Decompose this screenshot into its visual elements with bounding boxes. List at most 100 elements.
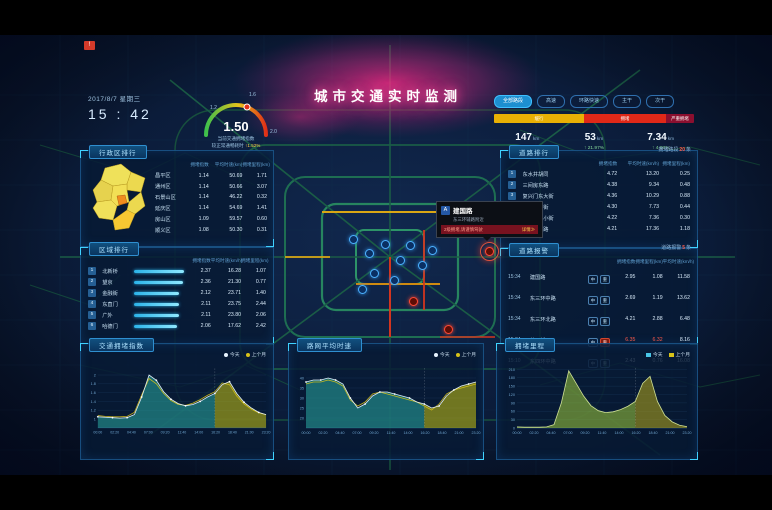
time-label: 15 : 42 xyxy=(88,106,152,122)
alert-row-name[interactable]: 东三环中路 xyxy=(529,295,556,302)
road-note-prefix: 拥堵路段 xyxy=(658,147,679,153)
legend-today: 今天 xyxy=(645,351,663,358)
rank-badge: 3 xyxy=(88,289,96,297)
road-row-name[interactable]: 三间房东路 xyxy=(522,182,549,189)
congestion-seg-缓行: 缓行 xyxy=(494,114,584,123)
tooltip-more-link[interactable]: 详情≫ xyxy=(521,226,535,232)
congestion-stat-2: 7.34km ↑ 4.08% xyxy=(627,127,694,151)
chart0-title[interactable]: 交通拥堵指数 xyxy=(89,338,154,352)
area-row-name[interactable]: 广外 xyxy=(102,312,113,319)
road-cell: 0.30 xyxy=(679,215,690,221)
chart1-title[interactable]: 路网平均时速 xyxy=(297,338,362,352)
svg-text:02:20: 02:20 xyxy=(530,431,539,435)
congestion-seg-拥堵: 拥堵 xyxy=(584,114,666,123)
legend-today: 今天 xyxy=(433,351,450,358)
panel-road-title[interactable]: 道路排行 xyxy=(509,145,559,159)
stat-value: 53 xyxy=(584,132,596,143)
svg-text:02:20: 02:20 xyxy=(110,431,119,435)
stat-unit: km xyxy=(596,137,604,142)
svg-text:180: 180 xyxy=(509,376,515,380)
map-pin-blue[interactable] xyxy=(381,240,390,249)
area-row-name[interactable]: 哈德门 xyxy=(102,323,118,330)
chart2-title[interactable]: 拥堵里程 xyxy=(505,338,555,352)
legend-today: 今天 xyxy=(223,351,240,358)
filter-button-全部路段[interactable]: 全部路段 xyxy=(494,95,533,108)
alert-pulse-ring xyxy=(480,242,499,261)
map-pin-blue[interactable] xyxy=(365,249,374,258)
congestion-seg-label: 缓行 xyxy=(534,116,544,121)
congestion-index-chart[interactable]: 2 1.8 1.6 1.4 1.2 1 00:00 02:20 04:40 07:00 09:20 1… xyxy=(83,362,271,454)
road-row-name[interactable]: 复兴门东大街 xyxy=(522,193,554,200)
road-row-name[interactable]: 东水井胡同 xyxy=(522,171,549,178)
chart2-legend: 今天 上个月 xyxy=(645,351,690,358)
map-pin-blue[interactable] xyxy=(349,235,358,244)
road-tooltip[interactable]: A 建国路 东三环辅路附近 2级拥堵,请谨慎驾驶 详情≫ xyxy=(436,201,543,241)
area-row-name[interactable]: 金融街 xyxy=(102,290,118,297)
level-badge: 重 xyxy=(599,296,610,305)
district-cell: 50.30 xyxy=(229,227,243,234)
alert-cell: 13.62 xyxy=(676,295,690,301)
filter-button-高速[interactable]: 高速 xyxy=(537,95,566,108)
svg-text:0: 0 xyxy=(513,426,515,430)
district-row-name[interactable]: 顺义区 xyxy=(155,227,171,234)
road-cell: 4.72 xyxy=(607,171,618,177)
map-pin-red-alert[interactable] xyxy=(409,297,418,306)
road-cell: 4.30 xyxy=(607,204,618,210)
road-panel-note: 拥堵路段20条 xyxy=(658,146,691,153)
beijing-choropleth-map[interactable] xyxy=(87,162,151,234)
svg-text:18:40: 18:40 xyxy=(438,431,447,435)
area-row-name[interactable]: 北新桥 xyxy=(102,268,118,275)
svg-text:14:00: 14:00 xyxy=(404,431,413,435)
alert-panel-note: 道路报警5条 xyxy=(661,244,691,251)
area-bar-wrap xyxy=(134,280,184,284)
map-pin-blue[interactable] xyxy=(418,261,427,270)
district-row-name[interactable]: 石景山区 xyxy=(155,194,176,201)
map-pin-blue[interactable] xyxy=(358,285,367,294)
district-row-name[interactable]: 通州区 xyxy=(155,184,171,191)
alert-header: 平均时速(km/h) xyxy=(662,259,695,264)
map-pin-blue[interactable] xyxy=(428,246,437,255)
alert-cell: 1.08 xyxy=(652,274,663,280)
map-pin-red-alert[interactable] xyxy=(444,325,453,334)
svg-text:00:00: 00:00 xyxy=(513,431,522,435)
panel-area-title[interactable]: 区域排行 xyxy=(89,242,139,256)
district-cell: 1.14 xyxy=(198,194,209,201)
road-cell: 13.20 xyxy=(646,171,660,177)
road-cell: 7.73 xyxy=(648,204,660,210)
alert-row-name[interactable]: 东三环北路 xyxy=(529,316,556,323)
alert-cell: 8.16 xyxy=(679,337,690,343)
filter-button-次干[interactable]: 次干 xyxy=(646,95,675,108)
map-pin-blue[interactable] xyxy=(406,241,415,250)
svg-text:2: 2 xyxy=(94,373,96,377)
filter-button-环路快速[interactable]: 环路快速 xyxy=(570,95,609,108)
panel-district-title[interactable]: 行政区排行 xyxy=(89,145,147,159)
gauge-caption: 当前交通拥堵指数 xyxy=(217,136,255,141)
alert-header: 拥堵指数 xyxy=(616,259,636,264)
area-bar xyxy=(134,269,185,273)
city-map[interactable]: ! 2017/8/7 星期三 15 : 42 1.2 1.6 2.0 1.50 … xyxy=(0,35,772,475)
congested-mileage-chart[interactable]: 210 180 150 120 90 60 30 000:00 02:20 04:40 07:00 0… xyxy=(499,362,695,454)
area-cell: 1.40 xyxy=(255,290,266,296)
filter-button-主干[interactable]: 主干 xyxy=(613,95,642,108)
alert-flag-icon[interactable]: ! xyxy=(84,41,95,50)
congestion-seg-label: 严重拥堵 xyxy=(671,116,689,121)
area-row-name[interactable]: 望京 xyxy=(102,279,113,286)
stat-value: 7.34 xyxy=(647,132,667,143)
area-row-name[interactable]: 东直门 xyxy=(102,301,118,308)
district-row-name[interactable]: 延庆区 xyxy=(155,205,171,212)
alert-row-name[interactable]: 建国路 xyxy=(529,274,546,281)
average-speed-chart[interactable]: 40 35 30 25 20 00:00 02:20 04:40 07:00 09:20 11:40… xyxy=(291,362,481,454)
svg-text:40: 40 xyxy=(300,376,304,380)
alert-row-time: 15:34 xyxy=(508,316,521,322)
map-pin-blue[interactable] xyxy=(396,256,405,265)
panel-congestion-index-chart: 交通拥堵指数 今天 上个月 2 1.8 1.6 1.4 1.2 1 00:00 02:20 04… xyxy=(80,338,274,460)
district-row-name[interactable]: 昌平区 xyxy=(155,173,171,180)
map-pin-blue[interactable] xyxy=(370,269,379,278)
svg-text:14:00: 14:00 xyxy=(615,431,624,435)
map-pin-blue[interactable] xyxy=(390,276,399,285)
district-row-name[interactable]: 房山区 xyxy=(155,216,171,223)
gauge-tick-2: 1.6 xyxy=(249,92,256,98)
svg-text:07:00: 07:00 xyxy=(353,431,362,435)
panel-alert-title[interactable]: 道路报警 xyxy=(509,243,559,257)
alert-header: 拥堵里程(km) xyxy=(635,259,663,264)
